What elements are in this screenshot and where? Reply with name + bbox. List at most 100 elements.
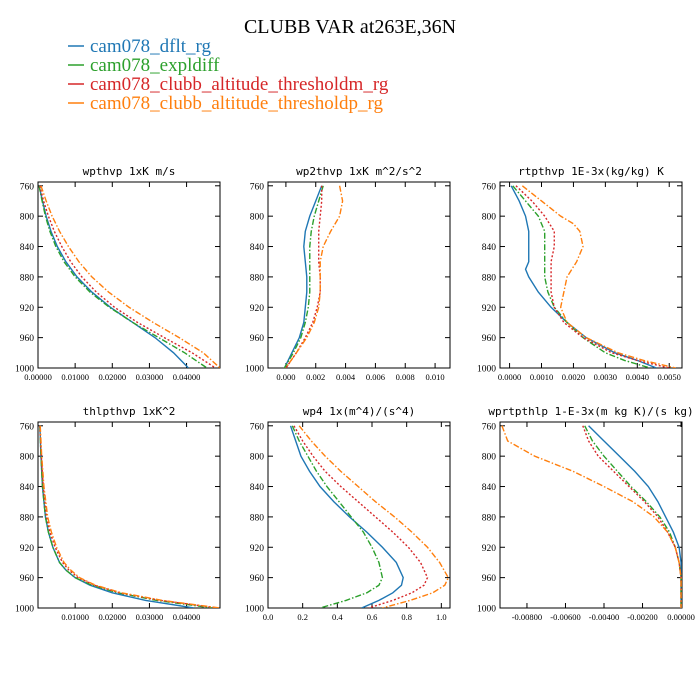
ytick-label: 1000 — [15, 605, 34, 615]
series-line-1 — [38, 185, 208, 368]
ytick-label: 880 — [250, 273, 265, 283]
ytick-label: 880 — [250, 513, 265, 523]
ytick-label: 840 — [250, 243, 265, 253]
xtick-label: 0.2 — [297, 612, 308, 622]
ytick-label: 960 — [482, 574, 497, 584]
legend-label-1: cam078_expldiff — [90, 55, 220, 76]
xtick-label: -0.00400 — [589, 612, 619, 622]
xtick-label: 0.008 — [396, 372, 415, 382]
series-line-0 — [588, 425, 682, 608]
ytick-label: 1000 — [245, 605, 264, 615]
ytick-label: 840 — [250, 483, 265, 493]
panel-frame-3 — [37, 421, 221, 609]
panel-title-2: rtpthvp 1E-3x(kg/kg) K — [518, 165, 664, 178]
panel-frame-4 — [267, 421, 451, 609]
ytick-label: 800 — [20, 213, 35, 223]
series-line-1 — [283, 185, 324, 368]
series-line-0 — [289, 425, 404, 608]
panel-frame-0 — [37, 181, 221, 369]
ytick-label: 800 — [250, 213, 265, 223]
ytick-label: 840 — [20, 483, 35, 493]
ytick-label: 760 — [482, 422, 497, 432]
xtick-label: 0.01000 — [61, 612, 89, 622]
ytick-label: 760 — [482, 182, 497, 192]
ytick-label: 800 — [482, 453, 497, 463]
xtick-label: 0.00000 — [24, 372, 52, 382]
series-line-2 — [285, 185, 323, 368]
ytick-label: 960 — [20, 334, 35, 344]
series-line-1 — [39, 425, 213, 608]
series-line-2 — [515, 185, 670, 368]
series-line-1 — [291, 425, 384, 608]
ytick-label: 800 — [250, 453, 265, 463]
xtick-label: 0.02000 — [98, 612, 126, 622]
series-line-2 — [293, 425, 429, 608]
ytick-label: 760 — [250, 422, 265, 432]
ytick-label: 760 — [20, 422, 35, 432]
panel-2: rtpthvp 1E-3x(kg/kg) K 760 800 840 880 920 960… — [477, 165, 683, 382]
panel-3: thlpthvp 1xK^2 760 800 840 880 920 960 1000 0.01… — [15, 405, 221, 622]
ytick-label: 1000 — [245, 365, 264, 375]
panel-4: wp4 1x(m^4)/(s^4)76080084088092096010000… — [245, 405, 451, 622]
xtick-label: 0.004 — [336, 372, 356, 382]
ytick-label: 960 — [20, 574, 35, 584]
xtick-label: 0.04000 — [173, 612, 201, 622]
ytick-label: 920 — [20, 544, 35, 554]
xtick-label: 0.0020 — [562, 372, 585, 382]
ytick-label: 760 — [250, 182, 265, 192]
xtick-label: 0.010 — [426, 372, 445, 382]
xtick-label: 0.03000 — [136, 372, 164, 382]
ytick-label: 920 — [482, 544, 497, 554]
xtick-label: 0.04000 — [173, 372, 201, 382]
xtick-label: 0.0050 — [658, 372, 681, 382]
series-line-2 — [39, 185, 216, 368]
xtick-label: 0.01000 — [61, 372, 89, 382]
legend-label-3: cam078_clubb_altitude_thresholdp_rg — [90, 93, 384, 114]
ytick-label: 880 — [482, 513, 497, 523]
series-line-3 — [40, 185, 220, 368]
ytick-label: 840 — [482, 483, 497, 493]
xtick-label: 0.002 — [306, 372, 325, 382]
ytick-label: 960 — [250, 574, 265, 584]
ytick-label: 840 — [482, 243, 497, 253]
ytick-label: 960 — [250, 334, 265, 344]
xtick-label: 0.0 — [263, 612, 274, 622]
series-line-0 — [283, 185, 323, 368]
series-line-1 — [512, 185, 651, 368]
series-line-3 — [285, 185, 344, 368]
panel-frame-1 — [267, 181, 451, 369]
xtick-label: 0.0010 — [530, 372, 553, 382]
ytick-label: 880 — [20, 273, 35, 283]
legend-label-0: cam078_dflt_rg — [90, 36, 212, 57]
ytick-label: 920 — [250, 544, 265, 554]
xtick-label: 1.0 — [436, 612, 447, 622]
panel-frame-2 — [499, 181, 683, 369]
xtick-label: 0.03000 — [136, 612, 164, 622]
panel-0: wpthvp 1xK m/s 760 800 840 880 920 960 10000.00… — [15, 165, 221, 382]
xtick-label: -0.00200 — [627, 612, 657, 622]
ytick-label: 920 — [250, 304, 265, 314]
series-line-3 — [39, 425, 220, 608]
ytick-label: 800 — [20, 453, 35, 463]
xtick-label: 0.0030 — [594, 372, 617, 382]
ytick-label: 960 — [482, 334, 497, 344]
series-line-0 — [39, 425, 195, 608]
xtick-label: 0.000 — [276, 372, 295, 382]
series-line-3 — [298, 425, 450, 608]
ytick-label: 1000 — [477, 605, 496, 615]
panel-5: wprtpthlp 1-E-3x(m kg K)/(s kg) 760 800 840… — [477, 405, 695, 622]
xtick-label: 0.02000 — [98, 372, 126, 382]
panel-title-5: wprtpthlp 1-E-3x(m kg K)/(s kg) — [488, 405, 693, 418]
ytick-label: 880 — [482, 273, 497, 283]
legend: cam078_dflt_rgcam078_expldiffcam078_club… — [68, 36, 389, 114]
figure-title: CLUBB VAR at263E,36N — [244, 16, 456, 38]
xtick-label: 0.006 — [366, 372, 385, 382]
panel-title-0: wpthvp 1xK m/s — [83, 165, 176, 178]
xtick-label: 0.4 — [332, 612, 343, 622]
panel-title-3: thlpthvp 1xK^2 — [83, 405, 176, 418]
ytick-label: 880 — [20, 513, 35, 523]
legend-label-2: cam078_clubb_altitude_thresholdm_rg — [90, 74, 389, 95]
ytick-label: 920 — [482, 304, 497, 314]
ytick-label: 840 — [20, 243, 35, 253]
